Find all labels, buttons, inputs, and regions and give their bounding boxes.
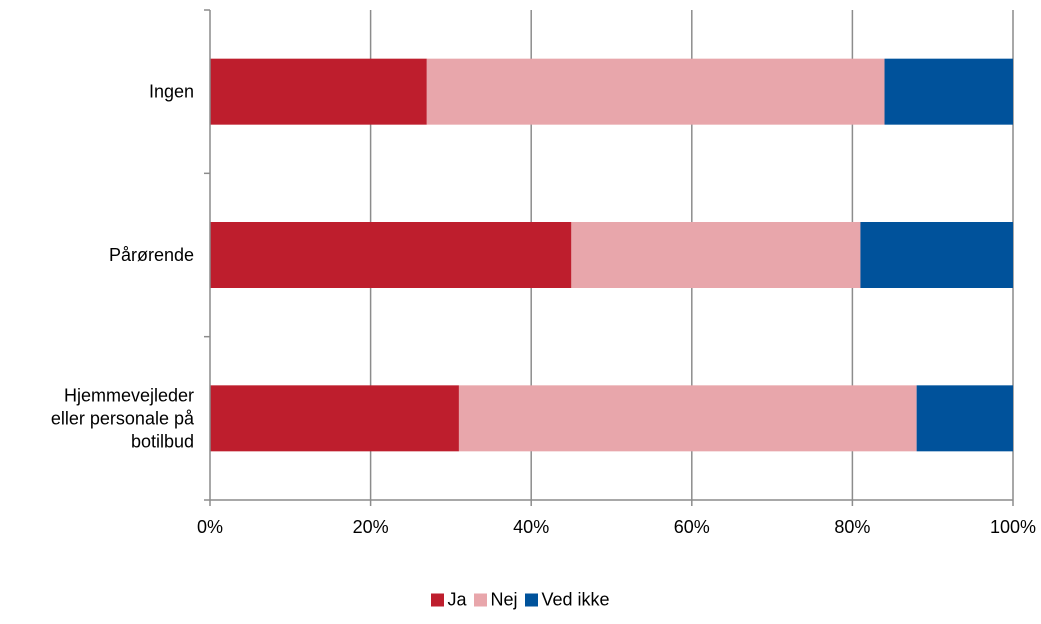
- category-label: Pårørende: [109, 245, 194, 265]
- legend: Ja Nej Ved ikke: [0, 590, 1041, 611]
- x-tick-label: 40%: [513, 517, 549, 537]
- legend-item: Ved ikke: [525, 589, 610, 611]
- axes: [204, 9, 1014, 506]
- bars: [210, 58, 1013, 452]
- legend-item: Nej: [474, 590, 517, 611]
- x-tick-label: 80%: [834, 517, 870, 537]
- legend-swatch: [525, 593, 539, 607]
- x-tick-label: 100%: [990, 517, 1036, 537]
- bar-segment-ved-ikke: [884, 58, 1013, 125]
- category-label: Hjemmevejleder eller personale på botilbud: [51, 385, 195, 451]
- bar-segment-nej: [426, 58, 885, 125]
- legend-swatch: [431, 593, 445, 607]
- bar-segment-nej: [458, 385, 917, 452]
- labels: 0% 20% 40% 60% 80% 100% Ingen Pårørende Hjemmeve…: [51, 82, 1036, 537]
- x-tick-label: 0%: [197, 517, 223, 537]
- legend-item: Ja: [431, 590, 466, 611]
- bar-segment-ved-ikke: [916, 385, 1013, 452]
- bar-segment-nej: [571, 222, 861, 288]
- legend-label: Nej: [490, 589, 518, 610]
- bar-segment-ja: [210, 58, 427, 125]
- legend-label: Ja: [447, 589, 467, 610]
- legend-swatch: [474, 593, 488, 607]
- category-label: Ingen: [149, 82, 194, 102]
- x-tick-label: 20%: [353, 517, 389, 537]
- stacked-bar-chart: 0% 20% 40% 60% 80% 100% Ingen Pårørende Hjemmeve…: [51, 9, 1036, 537]
- x-tick-label: 60%: [674, 517, 710, 537]
- bar-segment-ja: [210, 385, 459, 452]
- legend-label: Ved ikke: [541, 589, 610, 610]
- bar-segment-ja: [210, 222, 572, 288]
- bar-segment-ved-ikke: [860, 222, 1013, 288]
